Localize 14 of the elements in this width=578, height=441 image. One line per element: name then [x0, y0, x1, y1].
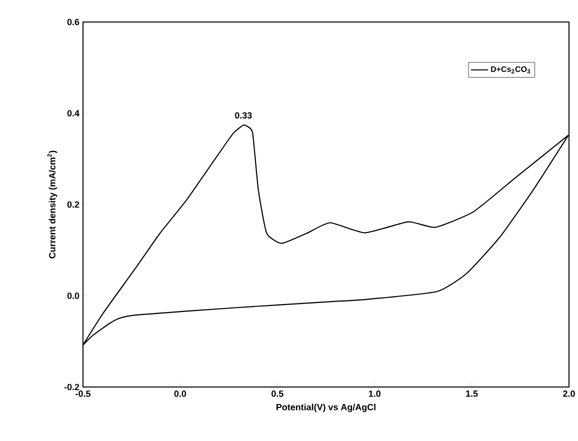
- y-tick-label: 0.6: [67, 18, 80, 26]
- x-tick-label: 1.0: [368, 390, 380, 397]
- y-tick-label: 0.4: [67, 110, 80, 116]
- x-tick-label: 1.5: [466, 390, 478, 397]
- x-tick-label: 2.0: [563, 390, 575, 397]
- y-tick-label: -0.2: [64, 384, 80, 390]
- y-tick-label: 0.0: [67, 292, 80, 299]
- y-axis-title: Current density (mA/cm$^{2}$): [47, 150, 58, 258]
- x-tick-label: 0.5: [272, 390, 284, 397]
- x-tick-label: 0.0: [174, 390, 186, 397]
- x-axis-title: Potential(V) vs Ag/AgCl: [276, 404, 376, 412]
- x-tick-label: -0.5: [76, 390, 90, 397]
- annotation: 0.33: [235, 112, 252, 119]
- y-tick-label: 0.2: [67, 201, 80, 208]
